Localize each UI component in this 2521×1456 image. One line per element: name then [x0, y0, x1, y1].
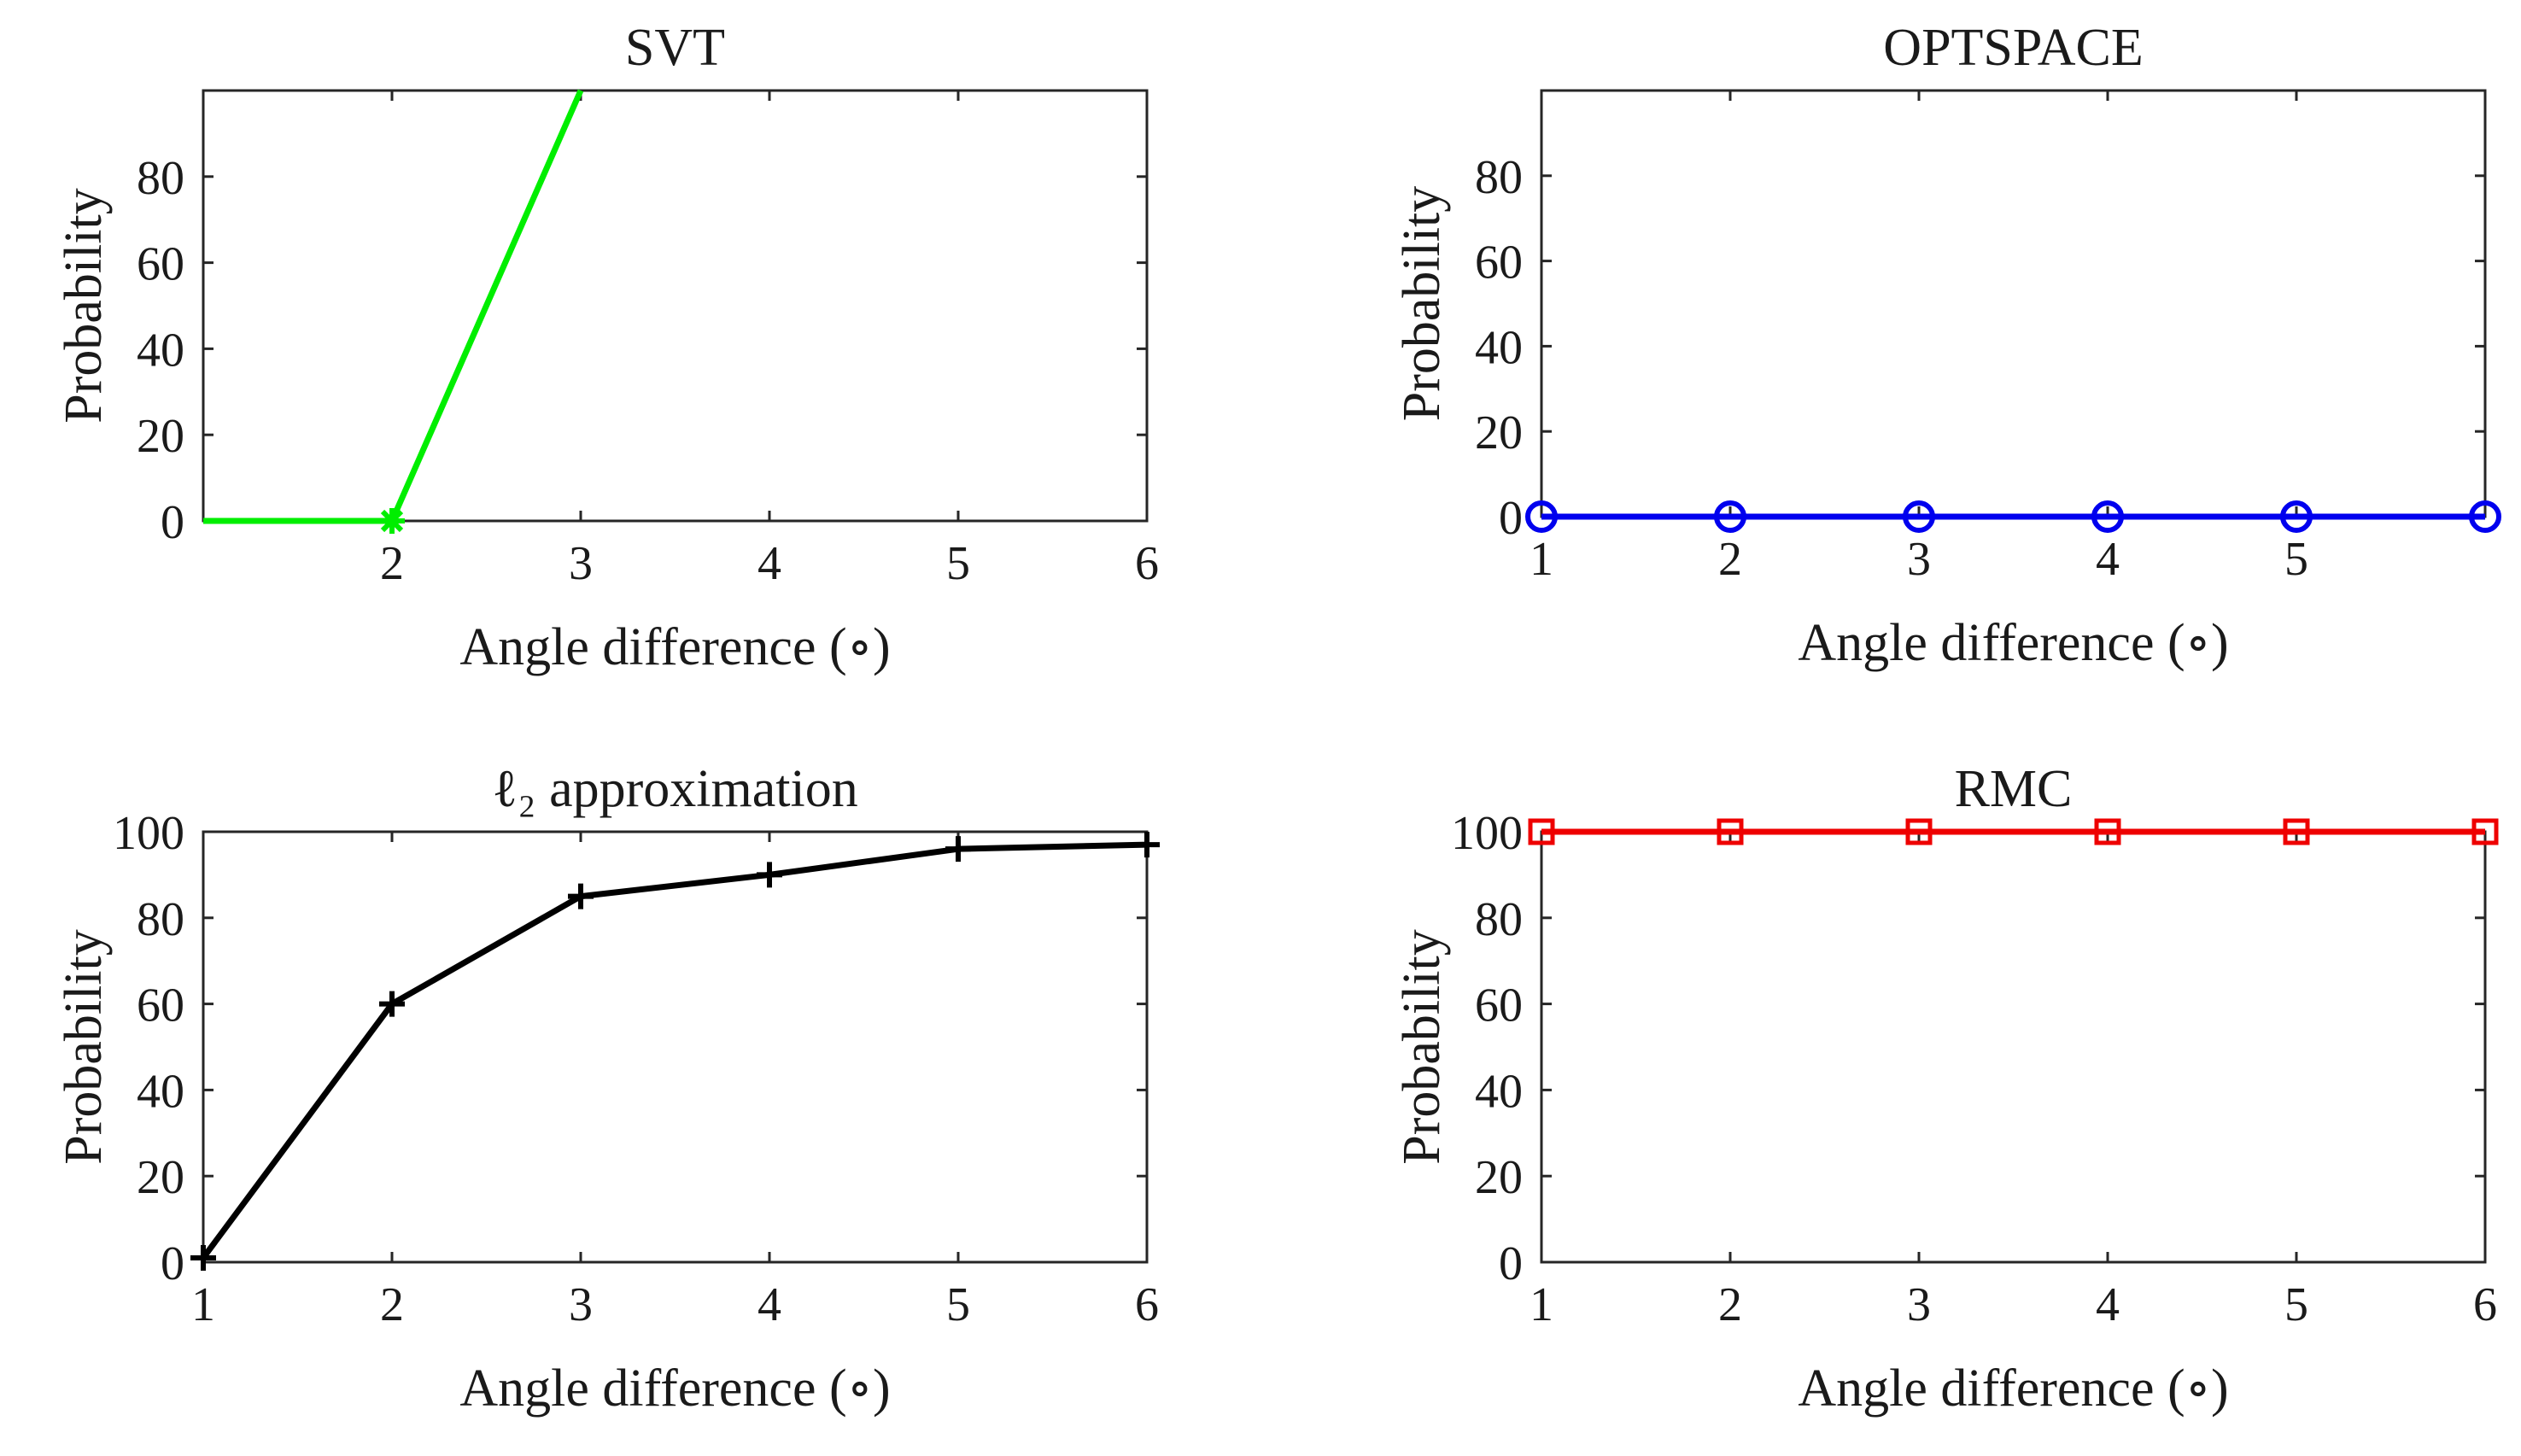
y-tick-label: 0 — [1499, 1237, 1523, 1290]
x-tick-label: 5 — [2284, 1278, 2308, 1331]
y-axis-label: Probability — [1393, 186, 1451, 422]
chart-title: RMC — [1955, 760, 2073, 818]
data-point — [1905, 818, 1933, 845]
data-point — [379, 508, 405, 534]
chart-panel-2: 1 2 3 4 5 0 20 40 60 80 OPTSPACE Angle difference (… — [1393, 19, 2501, 672]
series-line — [201, 841, 1148, 1260]
chart-title: SVT — [625, 19, 725, 77]
y-tick-label: 80 — [1475, 151, 1523, 204]
y-tick-label: 60 — [137, 238, 184, 291]
y-tick-label: 60 — [137, 979, 184, 1032]
data-point — [1134, 832, 1160, 858]
x-tick-label: 4 — [2096, 1278, 2120, 1331]
x-tick-label: 5 — [946, 1278, 970, 1331]
y-tick-label: 40 — [1475, 321, 1523, 374]
x-axis-label: Angle difference (∘) — [1798, 614, 2228, 672]
data-point — [2094, 818, 2121, 845]
x-tick-label: 2 — [380, 1278, 404, 1331]
data-point — [2469, 500, 2501, 533]
data-point — [568, 883, 594, 909]
y-tick-label: 40 — [137, 1065, 184, 1118]
x-tick-label: 4 — [757, 537, 781, 590]
x-tick-label: 3 — [569, 537, 593, 590]
x-tick-label: 6 — [2473, 1278, 2497, 1331]
chart-title: ℓ₂ approximation — [492, 760, 857, 818]
x-tick-label: 5 — [946, 537, 970, 590]
y-tick-label: 20 — [137, 1151, 184, 1204]
x-tick-label: 3 — [1907, 533, 1931, 586]
x-axis-label: Angle difference (∘) — [459, 618, 890, 676]
x-tick-label: 4 — [2096, 533, 2120, 586]
y-tick-label: 40 — [137, 324, 184, 377]
y-tick-label: 20 — [137, 410, 184, 463]
axes-box — [1540, 89, 2487, 518]
x-axis-label: Angle difference (∘) — [459, 1360, 890, 1418]
x-tick-label: 2 — [1718, 533, 1742, 586]
y-tick-label: 60 — [1475, 237, 1523, 289]
data-point — [2280, 500, 2313, 533]
y-tick-label: 80 — [1475, 893, 1523, 946]
y-axis-label: Probability — [55, 929, 113, 1165]
x-tick-label: 2 — [380, 537, 404, 590]
axes-box — [1540, 830, 2487, 1264]
y-tick-label: 20 — [1475, 1151, 1523, 1204]
axes-box — [202, 89, 1149, 523]
y-tick-label: 60 — [1475, 979, 1523, 1032]
data-point — [1903, 500, 1935, 533]
data-point — [379, 991, 405, 1017]
x-tick-label: 3 — [569, 1278, 593, 1331]
y-tick-label: 20 — [1475, 406, 1523, 459]
data-point — [757, 862, 782, 888]
data-point — [2091, 500, 2124, 533]
axes-box — [202, 830, 1149, 1264]
x-tick-label: 2 — [1718, 1278, 1742, 1331]
x-tick-label: 1 — [191, 1278, 215, 1331]
chart-title: OPTSPACE — [1883, 19, 2143, 77]
x-tick-label: 6 — [1135, 1278, 1159, 1331]
y-axis-label: Probability — [1393, 929, 1451, 1165]
data-point — [945, 836, 971, 862]
data-point — [190, 1244, 216, 1271]
y-tick-label: 0 — [161, 1237, 184, 1290]
x-tick-label: 4 — [757, 1278, 781, 1331]
x-tick-label: 5 — [2284, 533, 2308, 586]
y-tick-label: 40 — [1475, 1065, 1523, 1118]
y-axis-label: Probability — [55, 188, 113, 424]
data-point — [2283, 818, 2310, 845]
y-tick-label: 80 — [137, 152, 184, 205]
y-tick-label: 100 — [113, 807, 184, 860]
data-point — [1717, 818, 1744, 845]
data-point — [1528, 818, 1555, 845]
data-point — [1714, 500, 1746, 533]
y-tick-label: 80 — [137, 893, 184, 946]
data-point — [1525, 500, 1558, 533]
data-point — [2471, 818, 2499, 845]
x-tick-label: 1 — [1530, 1278, 1553, 1331]
y-tick-label: 0 — [161, 496, 184, 549]
series-line — [203, 89, 584, 524]
x-axis-label: Angle difference (∘) — [1798, 1360, 2228, 1418]
y-tick-label: 100 — [1451, 807, 1523, 860]
x-tick-label: 6 — [1135, 537, 1159, 590]
x-tick-label: 1 — [1530, 533, 1553, 586]
y-tick-label: 0 — [1499, 492, 1523, 545]
x-tick-label: 3 — [1907, 1278, 1931, 1331]
